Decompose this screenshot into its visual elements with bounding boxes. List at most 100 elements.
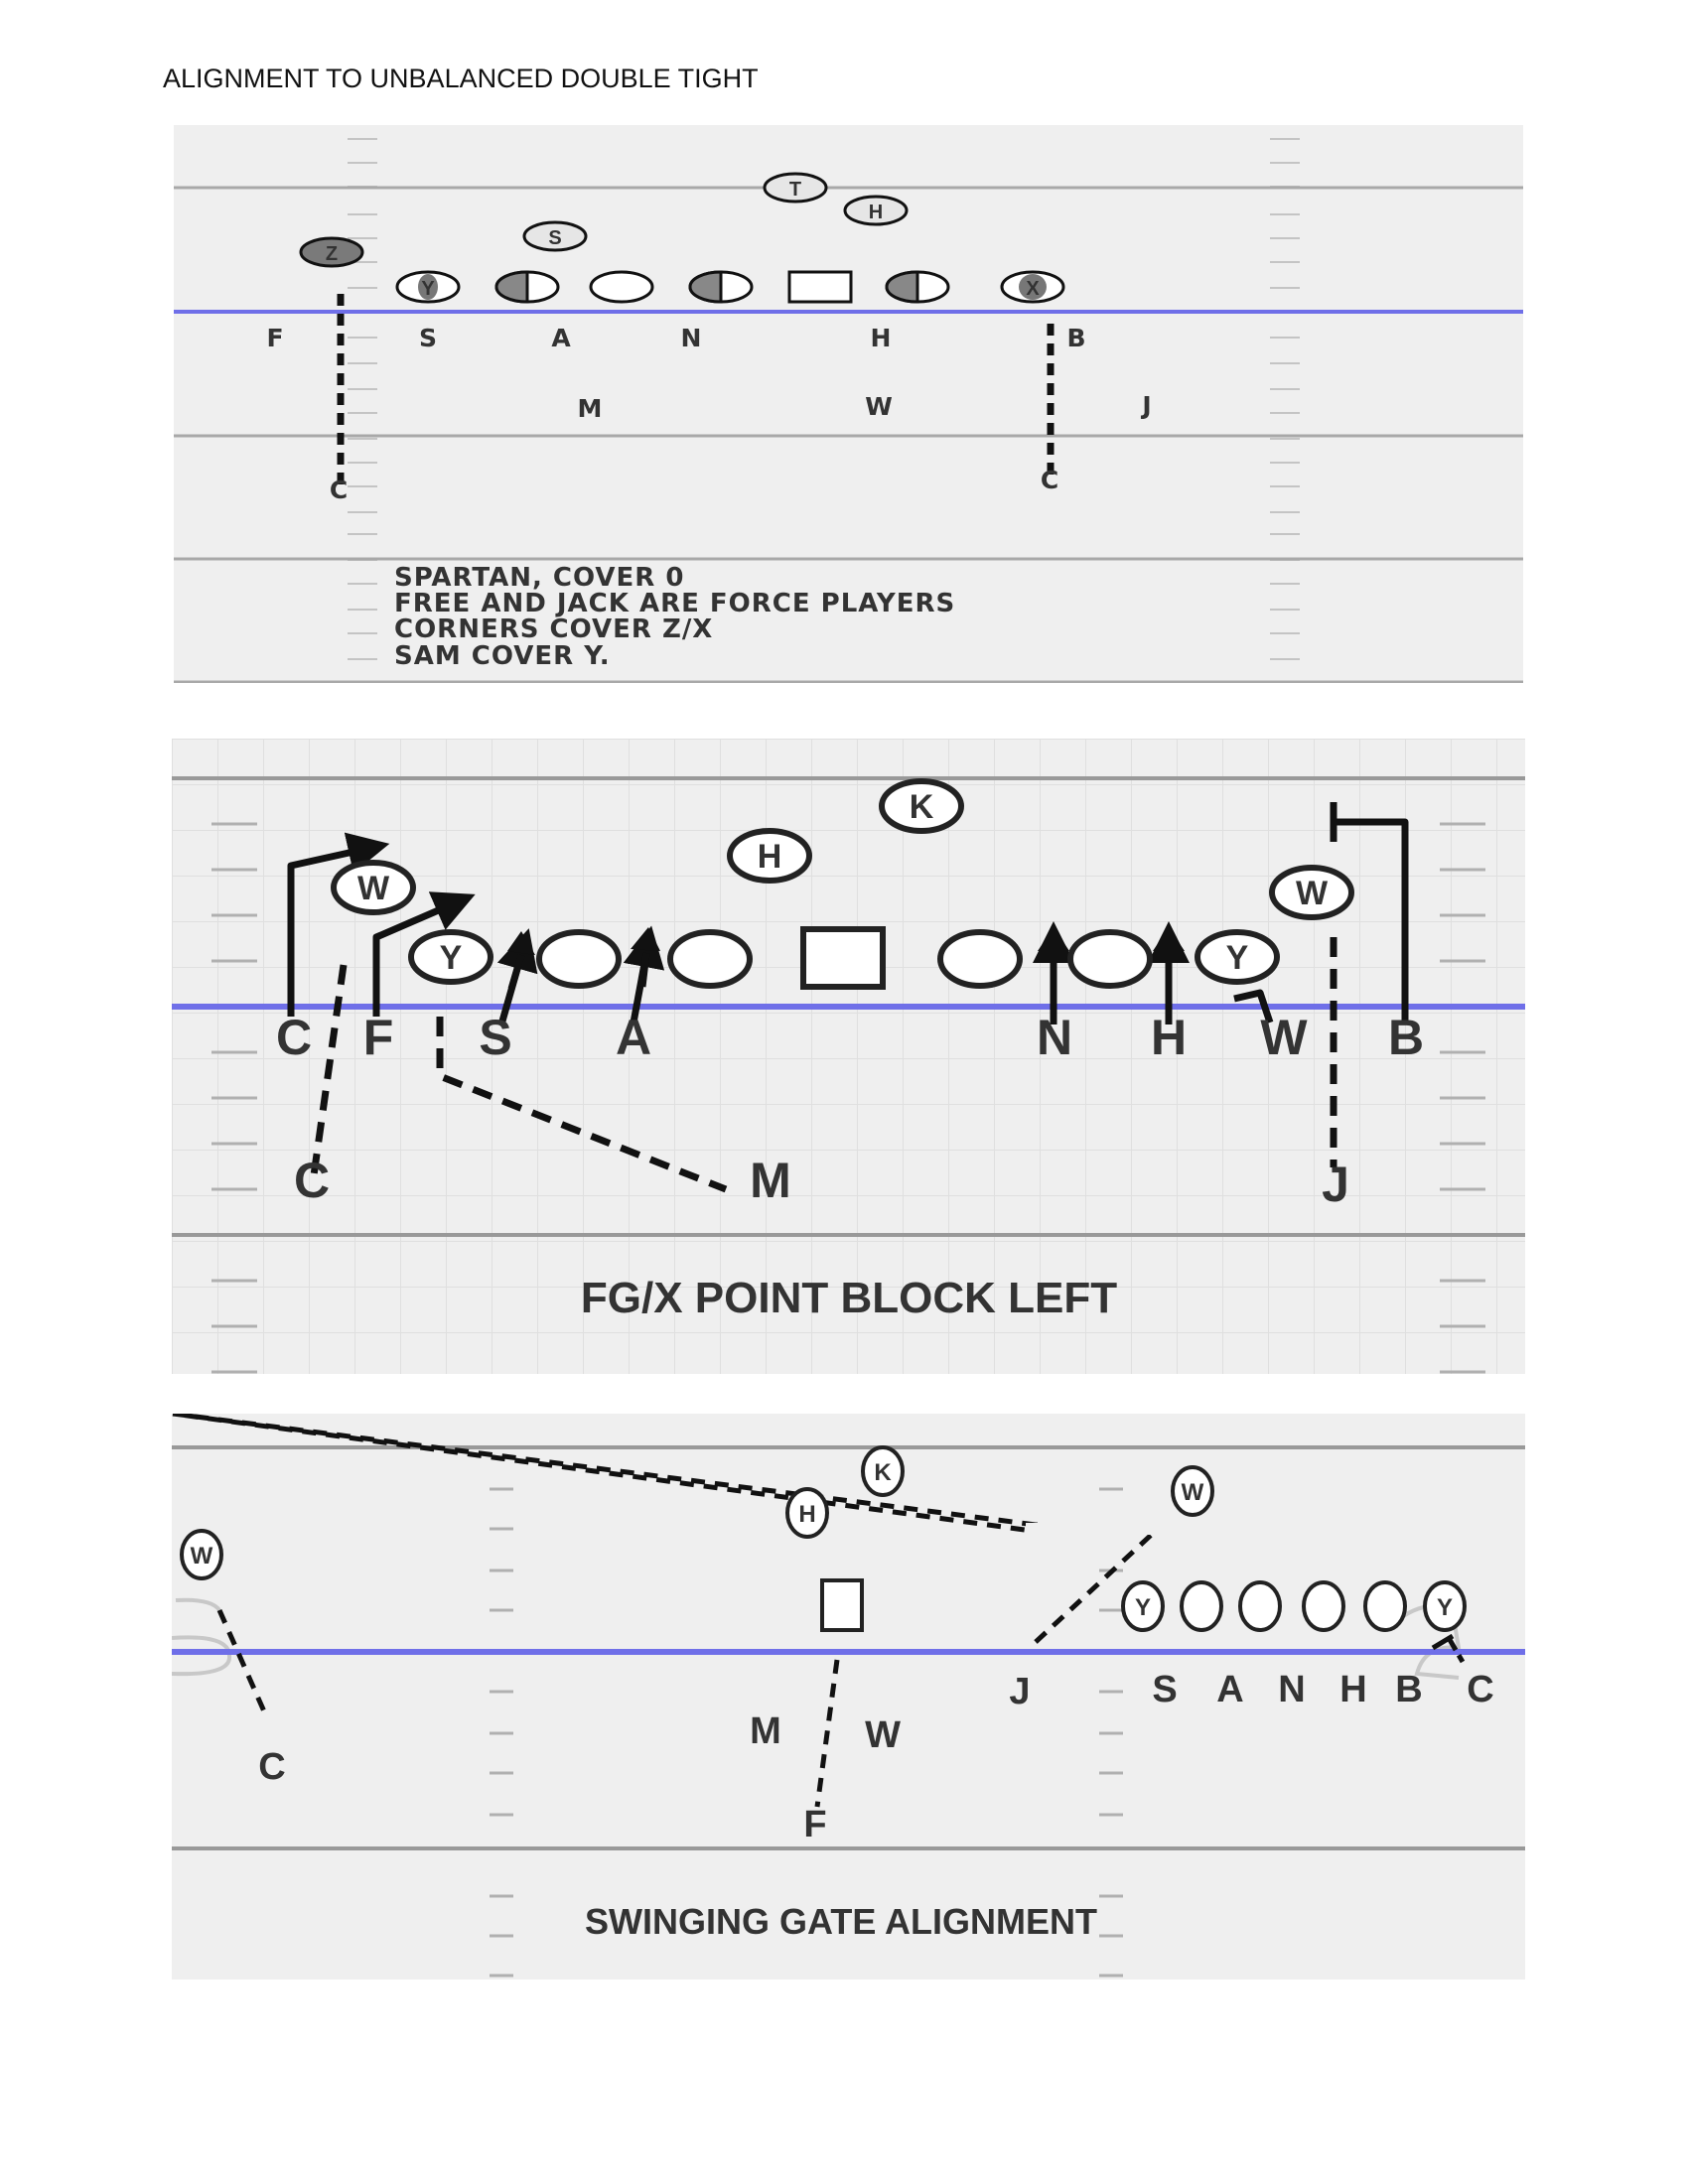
defender-n: N: [1278, 1669, 1305, 1710]
offense-lineman: [688, 270, 754, 304]
defender-w: W: [865, 392, 895, 421]
coverage-notes: SPARTAN, COVER 0 FREE AND JACK ARE FORCE…: [394, 563, 955, 671]
diagram-spartan-cover0: T H S Z Y: [174, 125, 1523, 683]
field-grid: [172, 739, 1525, 1374]
defender-c-left: C: [330, 476, 350, 504]
offense-player-y-left: Y: [408, 929, 493, 985]
block-mark-c-end: [1431, 1633, 1455, 1651]
defender-c-right: C: [1467, 1669, 1493, 1710]
note-line: CORNERS COVER Z/X: [394, 614, 713, 644]
defender-c-front: C: [276, 1010, 312, 1065]
offense-player-h: H: [785, 1487, 829, 1539]
offense-lineman: [667, 929, 753, 989]
offense-center: [820, 1578, 864, 1632]
defender-j: J: [1009, 1671, 1030, 1712]
offense: K H W W Y Y: [331, 778, 1354, 990]
field-number-marking: [172, 1597, 1462, 1680]
offense-label-x: X: [1026, 278, 1040, 300]
block-path-b: [1334, 818, 1409, 1023]
offense-player-h: H: [727, 828, 812, 884]
offense-label-h: H: [869, 202, 883, 223]
defender-f: F: [363, 1010, 394, 1065]
offense-label-k: K: [874, 1459, 892, 1486]
offense-label-y-left: Y: [440, 939, 463, 977]
diagram-swinging-gate: W K H W Y Y C M W F J S: [172, 1414, 1525, 1979]
diagram-caption: SWINGING GATE ALIGNMENT: [585, 1901, 1097, 1942]
offense-label-s: S: [548, 227, 561, 249]
defender-w: W: [1260, 1010, 1308, 1065]
coverage-path-j-diagonal: [1034, 1527, 1160, 1644]
offense-lineman: [536, 929, 622, 989]
rush-arrow-f: [372, 891, 476, 1017]
offense-player-h: H: [843, 195, 909, 226]
offense-player-y-right: Y: [1423, 1580, 1467, 1632]
block-path-w: [1233, 989, 1274, 1024]
offense-player-w-right: W: [1269, 865, 1354, 920]
defender-a: A: [551, 324, 572, 352]
defender-j: J: [1140, 391, 1153, 420]
offense-label-w-left: W: [357, 870, 390, 907]
offense-player-z: Z: [299, 236, 364, 268]
offense-player-w-left: W: [180, 1529, 223, 1580]
defender-c-right: C: [1041, 466, 1060, 494]
offense-lineman: [1302, 1580, 1345, 1632]
hash-marks-left: [490, 1487, 513, 1978]
coverage-path-c-left: [216, 1608, 267, 1713]
defender-s: S: [419, 324, 439, 352]
page-title: ALIGNMENT TO UNBALANCED DOUBLE TIGHT: [163, 64, 759, 93]
offense-player-s: S: [522, 220, 588, 252]
rush-arrow-c: [287, 832, 390, 1017]
offense-lineman: [494, 270, 560, 304]
defender-f: F: [266, 324, 285, 352]
hash-marks-right: [1270, 138, 1300, 660]
offense-player-w-left: W: [331, 860, 416, 915]
defender-c-back: C: [294, 1153, 330, 1208]
offense-label-z: Z: [326, 243, 338, 265]
note-line: SAM COVER Y.: [394, 641, 611, 671]
offense-lineman: [1067, 929, 1153, 989]
coverage-path-f: [814, 1659, 840, 1808]
offense-label-y-right: Y: [1437, 1594, 1453, 1621]
offense-lineman: [1180, 1580, 1223, 1632]
defense-labels: C M W F J S A N H B C: [258, 1669, 1493, 1845]
defender-n: N: [681, 324, 704, 352]
defender-b: B: [1395, 1669, 1422, 1710]
offense-lineman: [937, 929, 1023, 989]
diagram-caption: FG/X POINT BLOCK LEFT: [581, 1274, 1117, 1322]
offense-lineman: [1363, 1580, 1407, 1632]
offense-label-y: Y: [421, 278, 435, 300]
offensive-line: Y X: [395, 270, 1065, 304]
defense-labels: C F S A N H W B C M J: [276, 1010, 1424, 1212]
offense-lineman: [885, 270, 950, 304]
note-line: SPARTAN, COVER 0: [394, 563, 684, 593]
offense-label-w-right: W: [1182, 1479, 1204, 1506]
defender-b: B: [1066, 324, 1087, 352]
defender-m: M: [750, 1153, 791, 1208]
offense-label-w-left: W: [191, 1543, 213, 1570]
diagram-fg-point-block-left: K H W W Y Y: [172, 739, 1525, 1374]
offense-player-k: K: [861, 1445, 905, 1497]
offense-player-y: Y: [395, 270, 461, 304]
defender-h: H: [1151, 1010, 1187, 1065]
offense-label-k: K: [910, 788, 934, 826]
defender-m: M: [750, 1710, 781, 1752]
offense-label-w-right: W: [1296, 875, 1329, 912]
defender-s: S: [479, 1010, 511, 1065]
offense-backfield: T H S Z: [299, 172, 909, 268]
mask: [1026, 1523, 1170, 1535]
note-line: FREE AND JACK ARE FORCE PLAYERS: [394, 589, 955, 618]
offense-center: [800, 926, 886, 990]
defender-w: W: [865, 1714, 901, 1756]
defender-s: S: [1152, 1669, 1177, 1710]
coverage-path-m: [436, 1017, 728, 1193]
offense: W K H W Y Y: [180, 1445, 1467, 1632]
offense-lineman: [1238, 1580, 1282, 1632]
defender-c-left: C: [258, 1746, 285, 1788]
offense-label-y-left: Y: [1135, 1594, 1151, 1621]
defense-labels: F S A N H B M W J C C: [266, 324, 1153, 504]
field-background: [172, 1414, 1525, 1979]
defender-m: M: [578, 394, 605, 423]
offense-player-t: T: [763, 172, 828, 204]
block-mark-c: [1446, 1636, 1466, 1664]
offense-player-x: X: [1000, 270, 1065, 304]
